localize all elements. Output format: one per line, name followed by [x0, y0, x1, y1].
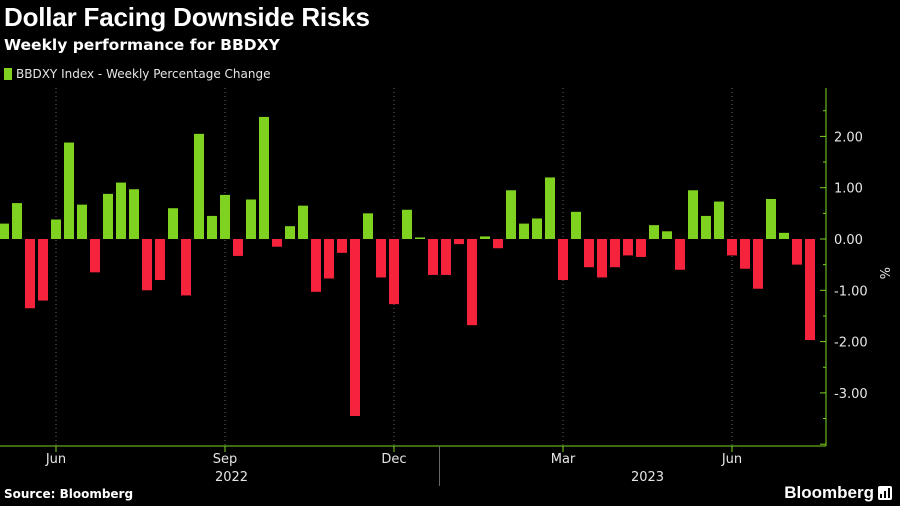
bar-24 [311, 239, 321, 292]
bar-16 [207, 215, 217, 239]
x-year-label: 2023 [631, 470, 664, 485]
bar-48 [623, 239, 633, 256]
bar-62 [805, 239, 815, 341]
bar-4 [51, 219, 61, 239]
bar-8 [103, 193, 113, 239]
bar-34 [441, 239, 451, 275]
bar-27 [350, 239, 360, 416]
x-tick-label: Mar [551, 452, 576, 467]
y-tick-label: -2.00 [834, 336, 868, 351]
bar-28 [363, 213, 373, 239]
bar-38 [493, 239, 503, 249]
legend-swatch [4, 68, 12, 80]
bar-21 [272, 239, 282, 247]
bar-5 [64, 142, 74, 239]
bar-32 [415, 237, 425, 239]
chart-legend: BBDXY Index - Weekly Percentage Change [4, 67, 270, 81]
bar-39 [506, 190, 516, 239]
bar-13 [168, 208, 178, 239]
bar-11 [142, 239, 152, 291]
bar-26 [337, 239, 347, 253]
source-note: Source: Bloomberg [4, 487, 134, 501]
bar-22 [285, 226, 295, 239]
bar-7 [90, 239, 100, 273]
bars-layer [0, 116, 815, 416]
bar-6 [77, 204, 87, 239]
bar-20 [259, 116, 269, 239]
bar-14 [181, 239, 191, 296]
bar-57 [740, 239, 750, 269]
bar-19 [246, 199, 256, 239]
bar-33 [428, 239, 438, 275]
bar-40 [519, 223, 529, 239]
bar-43 [558, 239, 568, 281]
y-axis-unit: % [876, 267, 891, 279]
bar-0 [0, 223, 9, 239]
bar-58 [753, 239, 763, 289]
bar-42 [545, 177, 555, 239]
bar-17 [220, 194, 230, 239]
x-tick-label: Jun [45, 452, 66, 467]
bar-44 [571, 211, 581, 239]
bar-3 [38, 239, 48, 301]
bar-61 [792, 239, 802, 265]
x-tick-label: Dec [381, 452, 406, 467]
bar-35 [454, 239, 464, 245]
bar-50 [649, 225, 659, 239]
bar-56 [727, 239, 737, 256]
y-tick-label: 2.00 [834, 130, 863, 145]
chart-subtitle: Weekly performance for BBDXY [4, 36, 280, 54]
bar-36 [467, 239, 477, 326]
bar-9 [116, 182, 126, 239]
bar-15 [194, 133, 204, 239]
bar-10 [129, 189, 139, 239]
bar-47 [610, 239, 620, 268]
y-tick-label: -1.00 [834, 284, 868, 299]
bar-37 [480, 236, 490, 239]
bar-29 [376, 239, 386, 278]
brand-name: Bloomberg [784, 483, 874, 502]
bar-31 [402, 209, 412, 239]
y-tick-label: -3.00 [834, 387, 868, 402]
bar-45 [584, 239, 594, 268]
bar-12 [155, 239, 165, 281]
bar-55 [714, 201, 724, 239]
y-tick-label: 1.00 [834, 182, 863, 197]
axis-layer: 2.00 1.00 0.00 -1.00 -2.00 -3.00% Jun Sep Dec Mar… [0, 88, 891, 486]
bar-54 [701, 215, 711, 239]
bar-1 [12, 203, 22, 239]
y-tick-label: 0.00 [834, 233, 863, 248]
x-tick-label: Jun [721, 452, 742, 467]
bar-60 [779, 232, 789, 239]
bar-49 [636, 239, 646, 257]
bar-23 [298, 205, 308, 239]
bar-51 [662, 231, 672, 239]
bar-30 [389, 239, 399, 305]
x-year-label: 2022 [215, 470, 248, 485]
bar-18 [233, 239, 243, 256]
bar-46 [597, 239, 607, 278]
legend-label: BBDXY Index - Weekly Percentage Change [16, 67, 271, 81]
brand-icon [878, 486, 892, 500]
brand-logo: Bloomberg [784, 483, 892, 503]
bar-2 [25, 239, 35, 309]
bar-59 [766, 198, 776, 239]
chart-title: Dollar Facing Downside Risks [4, 2, 370, 32]
x-tick-label: Sep [213, 452, 238, 467]
bar-53 [688, 190, 698, 239]
bar-52 [675, 239, 685, 270]
bar-25 [324, 239, 334, 279]
bar-41 [532, 218, 542, 239]
